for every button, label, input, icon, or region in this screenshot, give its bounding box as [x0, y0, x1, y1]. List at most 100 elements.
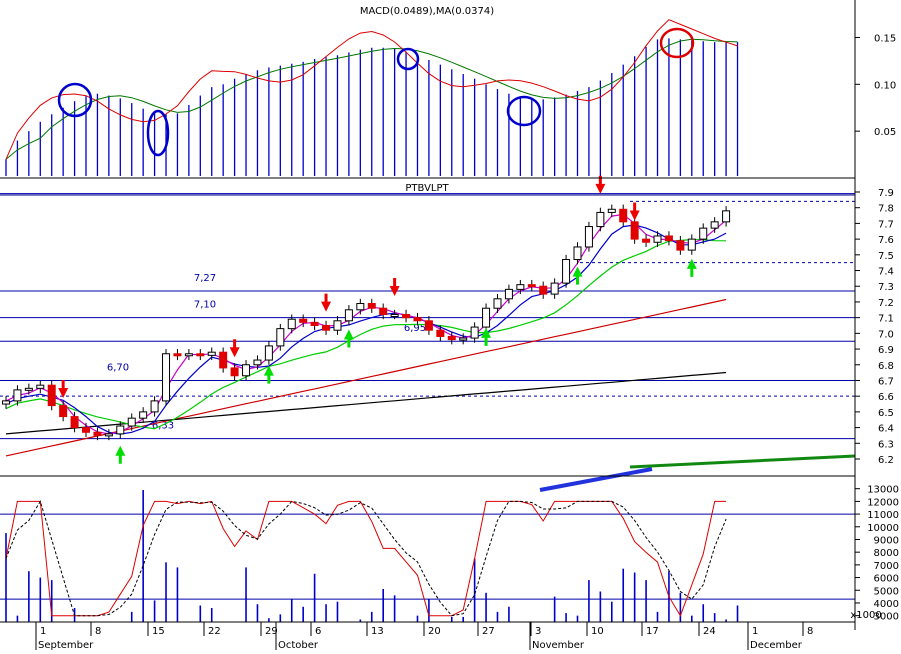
candle-body — [482, 307, 491, 328]
level-value-label: 6,33 — [152, 421, 174, 432]
candle-body — [687, 238, 696, 251]
level-value-label: 6,70 — [107, 362, 129, 373]
volume-tick-label: 10000 — [867, 523, 899, 534]
volume-tick-label: 3000 — [874, 612, 899, 623]
x-day-label: 3 — [535, 626, 541, 637]
buy-arrow — [343, 329, 354, 348]
candle-body — [230, 367, 239, 377]
buy-arrow — [572, 266, 583, 285]
price-tick-label: 7.3 — [878, 282, 894, 293]
x-day-label: 29 — [265, 626, 278, 637]
x-month-label: December — [750, 640, 803, 650]
candle-body — [527, 284, 536, 288]
candle-body — [253, 359, 262, 366]
candle-body — [493, 298, 502, 309]
price-tick-label: 6.7 — [878, 376, 894, 387]
ma-slow-line — [5, 238, 727, 430]
highlight-circle — [146, 109, 170, 157]
candle-body — [264, 345, 273, 361]
candle-body — [470, 326, 479, 339]
volume-tick-label: 13000 — [867, 485, 899, 496]
candle-body — [139, 411, 148, 419]
candle-body — [516, 284, 525, 290]
price-tick-label: 6.5 — [878, 408, 894, 419]
candle-body — [619, 208, 628, 223]
volume-tick-label: 8000 — [874, 548, 899, 559]
x-day-label: 22 — [208, 626, 221, 637]
candle-body — [436, 329, 445, 337]
candle-body — [390, 314, 399, 318]
highlight-circle — [506, 95, 542, 127]
divergence-line — [539, 467, 653, 492]
candle-body — [36, 384, 45, 389]
volume-tick-label: 4000 — [874, 599, 899, 610]
candle-body — [413, 317, 422, 322]
sell-arrow — [389, 277, 400, 296]
candle-body — [642, 238, 651, 243]
x-day-label: 6 — [315, 626, 321, 637]
candle-body — [459, 337, 468, 341]
candle-body — [379, 307, 388, 316]
level-value-label: 7,27 — [194, 273, 216, 284]
macd-tick-label: 0.15 — [874, 33, 896, 44]
macd-tick-label: 0.10 — [874, 80, 896, 91]
buy-arrow — [481, 327, 492, 346]
volume-tick-label: 5000 — [874, 586, 899, 597]
x-month-label: November — [532, 640, 585, 650]
candle-body — [242, 364, 251, 377]
buy-arrow — [686, 258, 697, 277]
chart-title: PTBVLPT — [405, 183, 449, 194]
candle-body — [539, 285, 548, 295]
candle-body — [299, 318, 308, 323]
x-day-label: 10 — [591, 626, 604, 637]
price-tick-label: 6.4 — [878, 424, 894, 435]
buy-arrow — [115, 445, 126, 464]
price-tick-label: 6.9 — [878, 345, 894, 356]
candle-body — [219, 351, 228, 369]
candle-body — [550, 282, 559, 295]
candle-body — [630, 221, 639, 240]
candle-body — [150, 400, 159, 413]
price-tick-label: 6.6 — [878, 392, 894, 403]
candle-body — [70, 416, 79, 429]
candle-body — [207, 351, 216, 356]
highlight-circle — [396, 47, 420, 71]
candle-body — [676, 240, 685, 251]
candle-body — [184, 353, 193, 357]
stochastic-k-line — [5, 500, 727, 617]
candle-body — [356, 303, 365, 311]
volume-tick-label: 6000 — [874, 574, 899, 585]
macd-fast-line — [5, 19, 738, 160]
candle-body — [596, 211, 605, 228]
candle-body — [504, 288, 513, 300]
candle-body — [276, 328, 285, 347]
price-tick-label: 6.3 — [878, 439, 894, 450]
candle-body — [664, 235, 673, 242]
candle-body — [2, 400, 10, 405]
candle-body — [710, 221, 719, 229]
trend-extension-line — [629, 454, 856, 469]
ma-long-line — [5, 298, 727, 457]
sell-arrow — [595, 175, 606, 194]
highlight-circle — [57, 82, 93, 118]
price-tick-label: 6.8 — [878, 361, 894, 372]
ma-mid-line — [5, 224, 727, 435]
x-day-label: 27 — [482, 626, 495, 637]
price-tick-label: 7.0 — [878, 329, 894, 340]
candle-body — [24, 387, 33, 391]
sell-arrow — [229, 339, 240, 358]
price-tick-label: 7.5 — [878, 251, 894, 262]
x-day-label: 15 — [152, 626, 165, 637]
level-value-label: 6,95 — [404, 323, 426, 334]
trend-line — [5, 371, 727, 435]
volume-tick-label: 11000 — [867, 510, 899, 521]
candle-body — [47, 384, 56, 407]
candle-body — [402, 314, 411, 319]
candle-body — [367, 303, 376, 309]
stochastic-d-line — [5, 500, 727, 617]
x-month-label: September — [38, 640, 94, 650]
volume-tick-label: 7000 — [874, 561, 899, 572]
level-value-label: 7,10 — [194, 300, 216, 311]
